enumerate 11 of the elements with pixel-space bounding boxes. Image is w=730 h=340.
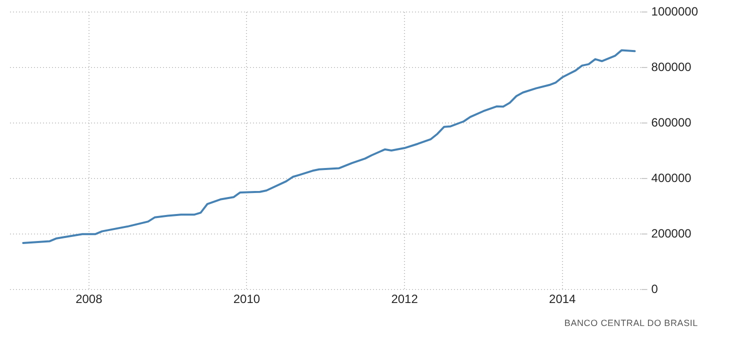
x-tick-label: 2008 (76, 292, 103, 306)
x-tick-label: 2012 (391, 292, 418, 306)
y-tick-label: 400000 (651, 170, 692, 185)
y-tick-label: 1000000 (651, 4, 698, 18)
y-tick-label: 600000 (651, 115, 692, 130)
text: BANCO CENTRAL DO BRASIL (564, 318, 698, 328)
x-tick-label: 2014 (549, 292, 576, 306)
y-tick-label: 0 (651, 282, 658, 296)
x-tick-label: 2010 (233, 292, 260, 306)
y-tick-label: 800000 (651, 60, 692, 74)
y-tick-label: 200000 (651, 226, 692, 240)
